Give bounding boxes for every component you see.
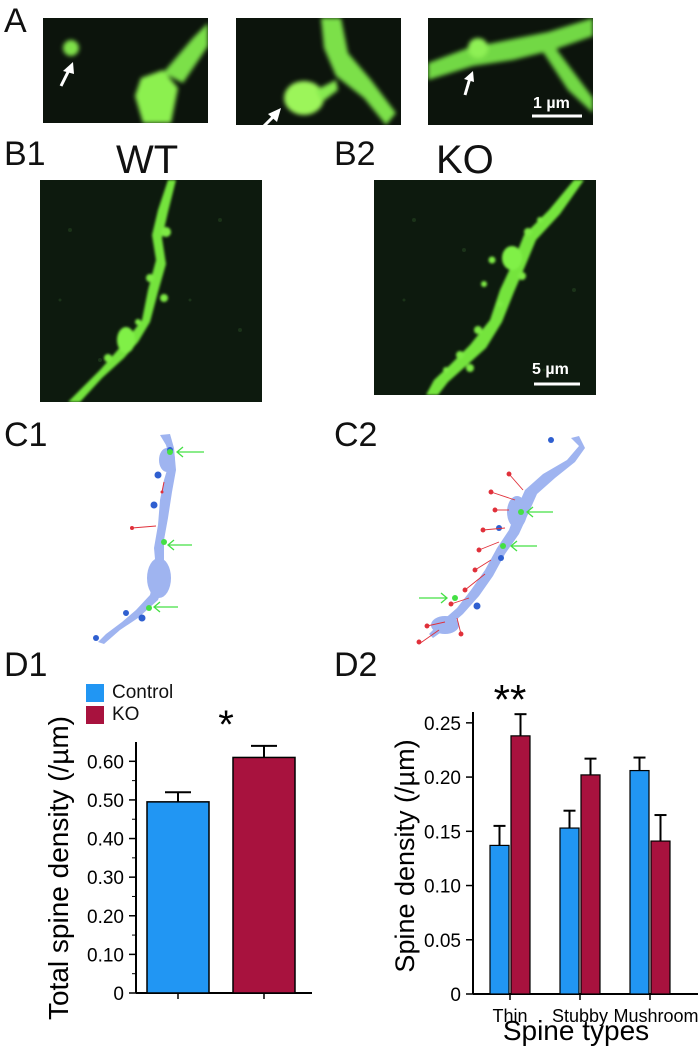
y-tick-label: 0.30: [87, 868, 124, 889]
y-tick-label: 0.40: [87, 830, 124, 851]
y-tick-label: 0: [450, 985, 461, 1006]
bar-control: [146, 801, 210, 994]
significance-marker: **: [494, 680, 527, 723]
panel-label-b2: B2: [334, 135, 376, 173]
x-tick-label-mushroom: Mushroom: [613, 1006, 698, 1026]
label-wt: WT: [116, 138, 179, 182]
y-axis-label: Spine density (/µm): [390, 739, 420, 972]
y-tick-label: 0.05: [424, 931, 461, 952]
panel-label-c1: C1: [4, 416, 48, 454]
chart-d1: 0 0.10 0.20 0.30 0.40 0.50 0.60 * Total spine de…: [43, 703, 312, 1020]
tracing-c2: [416, 436, 585, 645]
chart-d2: 0 0.05 0.10 0.15 0.20 0.25 Thin Stubby Mushroom *…: [390, 680, 699, 1046]
legend-item-ko: KO: [86, 704, 173, 726]
panel-label-a: A: [4, 2, 27, 40]
micrograph-a2: [236, 18, 401, 125]
bar-control-stubby: [559, 827, 580, 995]
panel-label-d2: D2: [334, 646, 378, 684]
y-tick-label: 0.20: [424, 768, 461, 789]
legend-label-control: Control: [112, 682, 174, 703]
arrow-icon: [152, 446, 204, 613]
panel-label-b1: B1: [4, 135, 46, 173]
micrograph-a1-svg: [59, 23, 208, 123]
panel-label-c2: C2: [334, 416, 378, 454]
bar-ko-thin: [510, 735, 531, 995]
bar-control-thin: [489, 844, 510, 995]
y-tick-label: 0.50: [87, 791, 124, 812]
scale-bar-b-label: 5 µm: [532, 361, 569, 378]
x-tick-label-stubby: Stubby: [552, 1006, 608, 1026]
scale-bar-a-label: 1 µm: [533, 95, 570, 112]
micrograph-ko-svg: 5 µm: [402, 180, 584, 395]
legend-swatch-control: [86, 684, 104, 702]
x-tick-label-thin: Thin: [492, 1006, 527, 1026]
tracing-c1: [93, 434, 204, 644]
arrow-icon: [59, 62, 74, 87]
label-ko: KO: [436, 138, 494, 182]
arrow-icon: [463, 71, 474, 96]
y-tick-label: 0.10: [87, 945, 124, 966]
y-axis-label: Total spine density (/µm): [43, 716, 74, 1020]
bar-ko-mushroom: [650, 840, 671, 995]
bar-ko-stubby: [580, 774, 601, 995]
legend-label-ko: KO: [112, 704, 140, 725]
micrograph-a3-svg: 1 µm: [428, 18, 593, 118]
legend-item-control: Control: [86, 682, 173, 704]
arrow-icon: [262, 108, 281, 125]
y-tick-label: 0.10: [424, 877, 461, 898]
bar-ko: [232, 756, 296, 994]
y-tick-label: 0: [113, 984, 124, 1005]
y-tick-label: 0.60: [87, 752, 124, 773]
micrograph-wt-svg: [58, 180, 242, 402]
micrograph-a1: [43, 18, 208, 123]
micrograph-a2-svg: [262, 18, 396, 125]
x-axis-label: Spine types: [503, 1015, 649, 1046]
panel-label-d1: D1: [4, 646, 48, 684]
micrograph-a3: 1 µm: [428, 18, 593, 125]
bar-control-mushroom: [629, 769, 650, 995]
y-tick-label: 0.25: [424, 714, 461, 735]
legend: Control KO: [86, 682, 173, 726]
micrograph-wt: [40, 180, 262, 402]
y-tick-label: 0.15: [424, 822, 461, 843]
micrograph-ko: 5 µm: [374, 180, 596, 395]
legend-swatch-ko: [86, 706, 104, 724]
y-tick-label: 0.20: [87, 907, 124, 928]
arrow-icon: [419, 506, 553, 604]
significance-marker: *: [218, 703, 234, 747]
